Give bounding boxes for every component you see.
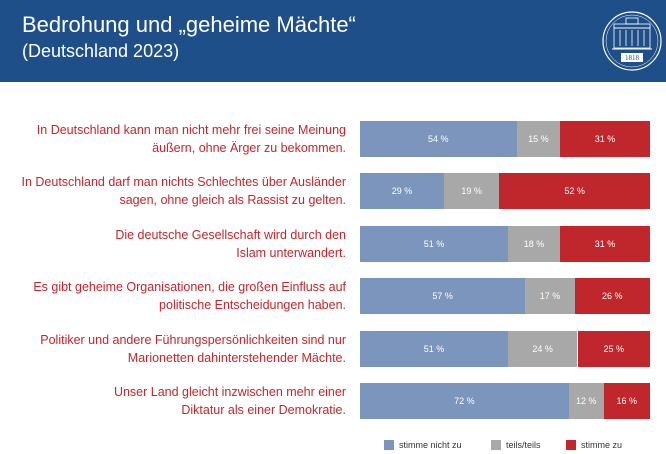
statement-label-line: Die deutsche Gesellschaft wird durch den [115,227,346,242]
bar-segment: 19 % [444,173,500,210]
data-label: 15 % [528,134,549,144]
bar-segment: 31 % [560,225,650,262]
bar-segment: 25 % [577,330,650,367]
bar-segment: 15 % [516,121,561,157]
data-label: 31 % [594,238,616,249]
legend-label: stimme nicht zu [399,440,462,450]
statement-label-line: sagen, ohne gleich als Rassist zu gelten… [119,193,346,208]
data-label: 26 % [602,291,623,302]
statement-label: In Deutschland kann man nicht mehr frei … [20,121,346,157]
bar-segment: 57 % [360,278,526,315]
data-label: 51 % [423,238,445,249]
data-label: 29 % [391,186,413,197]
statement-label-line: Marionetten dahinterstehender Mächte. [127,350,346,365]
bar-segment: 51 % [360,225,508,262]
university-seal-logo: 1818 [602,11,662,71]
data-label: 19 % [461,186,482,197]
legend-swatch [491,440,501,450]
statement-label: Politiker und andere Führungspersönlichk… [20,331,346,367]
bar-segment: 72 % [360,383,569,419]
bar-segment: 12 % [568,383,604,419]
data-label: 57 % [432,291,453,302]
legend-label: stimme zu [581,440,623,450]
statement-label: In Deutschland darf man nichts Schlechte… [20,173,347,209]
bar-segment: 54 % [360,121,517,157]
statement-label: Die deutsche Gesellschaft wird durch den… [20,226,346,262]
legend-item: stimme nicht zu [384,440,462,450]
data-label: 18 % [523,238,545,249]
bar-segment: 18 % [507,225,561,262]
statement-label-line: In Deutschland darf man nichts Schlechte… [21,175,347,190]
data-label: 17 % [539,291,561,302]
statement-label-line: Es gibt geheime Organisationen, die groß… [33,280,346,295]
legend-item: teils/teils [491,440,541,450]
bar-segment: 52 % [499,173,650,210]
legend-swatch [384,440,394,450]
data-label: 16 % [616,396,638,406]
statement-label-line: äußern, ohne Ärger zu bekommen. [152,141,346,155]
header-banner: Bedrohung und „geheime Mächte“ (Deutschl… [0,0,666,82]
bar-segment: 29 % [360,173,445,210]
legend-item: stimme zu [566,440,622,450]
bar-segment: 16 % [603,383,650,419]
page-subtitle: (Deutschland 2023) [22,41,180,61]
data-label: 72 % [454,396,475,406]
data-label: 52 % [564,186,585,197]
data-label: 24 % [532,343,553,354]
data-label: 12 % [575,396,597,406]
bar-segment: 51 % [360,330,508,367]
statement-label-line: Diktatur als einer Demokratie. [181,403,346,417]
data-label: 25 % [603,343,624,354]
legend-swatch [566,440,576,450]
statement-label-line: politische Entscheidungen haben. [159,298,346,313]
statement-label-line: Islam unterwandert. [236,245,346,260]
statement-label: Unser Land gleicht inzwischen mehr einer… [20,383,346,419]
statement-label-line: Unser Land gleicht inzwischen mehr einer [113,385,346,399]
data-label: 31 % [594,134,616,144]
data-label: 51 % [423,343,445,354]
statement-label: Es gibt geheime Organisationen, die groß… [20,278,346,314]
seal-year: 1818 [625,54,640,62]
legend-label: teils/teils [506,440,541,450]
bar-segment: 24 % [507,330,578,367]
statement-label-line: Politiker und andere Führungspersönlichk… [40,332,346,347]
data-label: 54 % [428,134,449,144]
bar-segment: 31 % [560,121,650,157]
page-title: Bedrohung und „geheime Mächte“ [22,12,356,37]
bar-segment: 26 % [574,278,650,315]
bar-segment: 17 % [525,278,575,315]
statement-label-line: In Deutschland kann man nicht mehr frei … [36,123,346,137]
